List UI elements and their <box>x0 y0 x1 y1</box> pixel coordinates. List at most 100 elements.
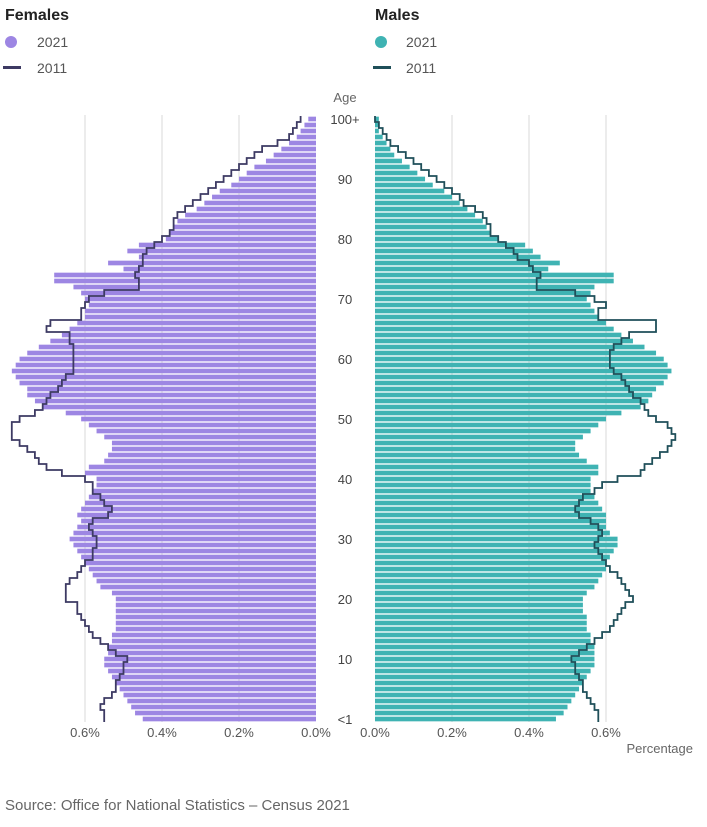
bar-females-2021-age-15 <box>115 626 316 632</box>
bar-females-2021-age-69 <box>88 302 316 308</box>
bar-females-2021-age-2 <box>131 704 316 710</box>
bar-males-2021-age-95 <box>375 146 391 152</box>
bar-males-2021-age-66 <box>375 320 606 326</box>
bar-males-2021-age-10 <box>375 656 595 662</box>
source-note: Source: Office for National Statistics –… <box>5 797 350 814</box>
age-tick-label: 50 <box>338 412 352 427</box>
line-females-2011 <box>10 116 302 722</box>
line-males-2011 <box>374 116 677 722</box>
legend-swatch-females-2021 <box>5 36 17 48</box>
bar-females-2021-age-5 <box>119 686 317 692</box>
age-tick-label: 80 <box>338 232 352 247</box>
bar-males-2021-age-52 <box>375 404 641 410</box>
bar-males-2021-age-70 <box>375 296 587 302</box>
bar-females-2021-age-52 <box>42 404 317 410</box>
x-tick-label-females: 0.6% <box>70 725 100 740</box>
bar-males-2021-age-41 <box>375 470 599 476</box>
bar-males-2021-age-15 <box>375 626 587 632</box>
bar-males-2021-age-24 <box>375 572 603 578</box>
bar-females-2021-age-18 <box>115 608 316 614</box>
bar-females-2021-age-79 <box>138 242 316 248</box>
bar-males-2021-age-7 <box>375 674 587 680</box>
age-tick-label: 60 <box>338 352 352 367</box>
bar-males-2021-age-91 <box>375 170 418 176</box>
bar-males-2021-age-5 <box>375 686 580 692</box>
bar-males-2021-age-47 <box>375 434 583 440</box>
bar-males-2021-age-87 <box>375 194 452 200</box>
bar-females-2021-age-61 <box>27 350 316 356</box>
bar-females-2021-age-11 <box>108 650 316 656</box>
bar-males-2021-age-67 <box>375 314 599 320</box>
bar-males-2021-age-2 <box>375 704 568 710</box>
bar-males-2021-age-42 <box>375 464 599 470</box>
bar-females-2021-age-19 <box>115 602 316 608</box>
bar-males-2021-age-6 <box>375 680 583 686</box>
bar-males-2021-age-56 <box>375 380 664 386</box>
bar-females-2021-age-48 <box>96 428 316 434</box>
bar-males-2021-age-54 <box>375 392 653 398</box>
bar-females-2021-age-45 <box>111 446 316 452</box>
bar-males-2021-age-71 <box>375 290 591 296</box>
legend-label-females-2011: 2011 <box>37 60 67 76</box>
bar-females-2021-age-31 <box>73 530 316 536</box>
bar-males-2021-age-26 <box>375 560 606 566</box>
bar-females-2021-age-91 <box>246 170 316 176</box>
bar-males-2021-age-43 <box>375 458 587 464</box>
bar-females-2021-age-57 <box>15 374 316 380</box>
bar-males-2021-age-46 <box>375 440 576 446</box>
bar-females-2021-age-55 <box>27 386 316 392</box>
bar-females-2021-age-87 <box>212 194 316 200</box>
bar-males-2021-age-1 <box>375 710 564 716</box>
bar-males-2021-age-27 <box>375 554 610 560</box>
bar-females-2021-age-30 <box>69 536 316 542</box>
bar-females-2021-age-39 <box>96 482 316 488</box>
bar-males-2021-age-23 <box>375 578 599 584</box>
bar-females-2021-age-32 <box>77 524 316 530</box>
bar-females-2021-age-40 <box>96 476 316 482</box>
bar-males-2021-age-44 <box>375 452 580 458</box>
lines-layer <box>10 116 677 722</box>
bar-males-2021-age-81 <box>375 230 491 236</box>
legend-label-males-2021: 2021 <box>406 34 437 50</box>
bar-females-2021-age-89 <box>231 182 316 188</box>
bar-males-2021-age-49 <box>375 422 599 428</box>
bar-females-2021-age-50 <box>81 416 317 422</box>
legend-title-males: Males <box>375 7 420 24</box>
bar-females-2021-age-95 <box>281 146 316 152</box>
bar-females-2021-age-86 <box>204 200 316 206</box>
bar-females-2021-age-14 <box>111 632 316 638</box>
x-tick-label-males: 0.4% <box>514 725 544 740</box>
bar-males-2021-age-57 <box>375 374 668 380</box>
bar-males-2021-age-13 <box>375 638 591 644</box>
bar-males-2021-age-33 <box>375 518 606 524</box>
bar-females-2021-age-67 <box>85 314 316 320</box>
bar-males-2021-age-85 <box>375 206 468 212</box>
bar-females-2021-age-72 <box>73 284 316 290</box>
bar-males-2021-age-35 <box>375 506 603 512</box>
bar-males-2021-age-53 <box>375 398 649 404</box>
bar-males-2021-age-82 <box>375 224 487 230</box>
bar-males-2021-age-58 <box>375 368 672 374</box>
legend-males: Males 2021 2011 <box>373 7 437 76</box>
bar-females-2021-age-94 <box>273 152 316 158</box>
bar-females-2021-age-27 <box>81 554 317 560</box>
bar-females-2021-age-4 <box>123 692 316 698</box>
age-tick-label: 90 <box>338 172 352 187</box>
bar-females-2021-age-20 <box>115 596 316 602</box>
bar-females-2021-age-46 <box>111 440 316 446</box>
x-tick-label-females: 0.4% <box>147 725 177 740</box>
bar-females-2021-age-43 <box>104 458 316 464</box>
bar-females-2021-age-13 <box>111 638 316 644</box>
bar-males-2021-age-89 <box>375 182 433 188</box>
bar-females-2021-age-35 <box>81 506 317 512</box>
bar-females-2021-age-56 <box>19 380 317 386</box>
bar-males-2021-age-14 <box>375 632 591 638</box>
bar-females-2021-age-36 <box>85 500 316 506</box>
bar-males-2021-age-40 <box>375 476 591 482</box>
bar-females-2021-age-64 <box>61 332 317 338</box>
bar-females-2021-age-83 <box>177 218 316 224</box>
bar-males-2021-age-51 <box>375 410 622 416</box>
bar-females-2021-age-99 <box>304 122 316 128</box>
bar-females-2021-age-65 <box>69 326 316 332</box>
bar-females-2021-age-96 <box>289 140 316 146</box>
